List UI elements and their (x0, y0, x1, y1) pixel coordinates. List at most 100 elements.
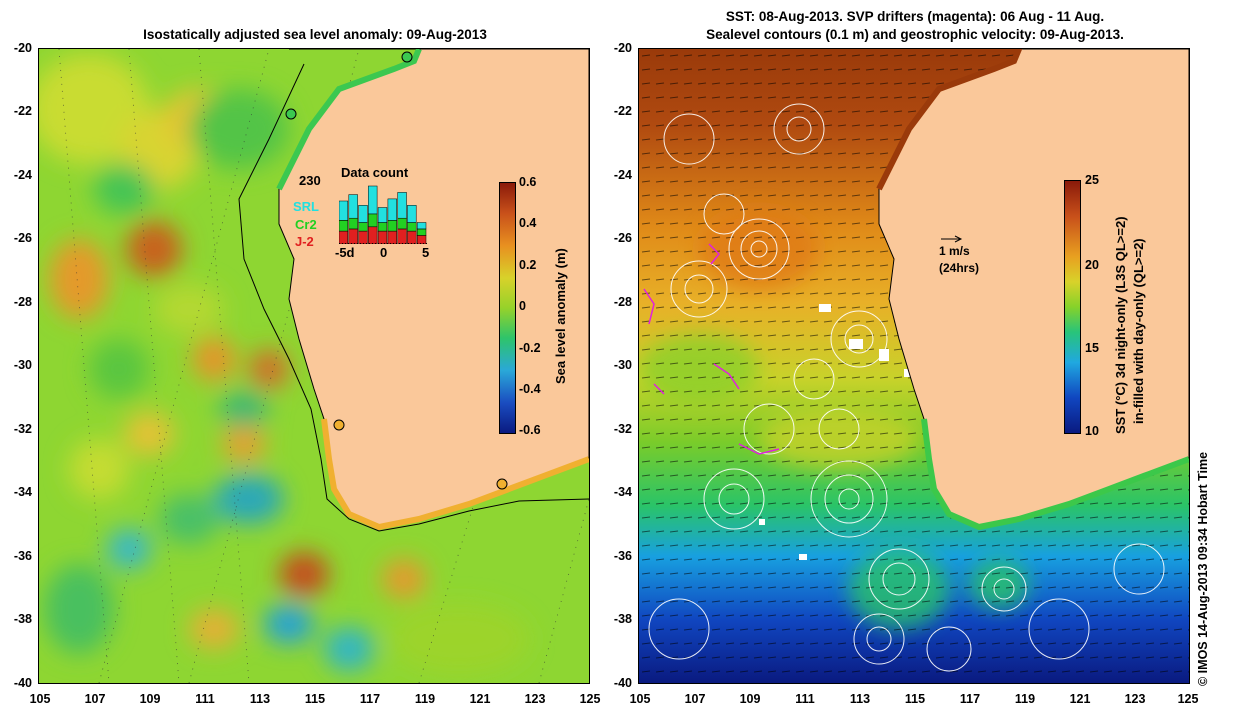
right-map-title-line2: Sealevel contours (0.1 m) and geostrophi… (706, 27, 1124, 42)
right-xtick: 105 (629, 692, 651, 706)
sst-map: 1 m/s (24hrs) 25 20 15 10 SST (°C) 3d ni… (638, 48, 1190, 684)
histogram-bar-srl (387, 198, 397, 221)
right-xtick: 121 (1069, 692, 1091, 706)
sla-colorbar-label: Sea level anomaly (m) (553, 248, 568, 384)
left-ytick: -38 (13, 612, 32, 626)
histogram-bar-cr2 (339, 220, 349, 232)
sla-tick-0.6: 0.6 (519, 175, 537, 189)
right-ytick: -32 (613, 422, 632, 436)
left-ytick: -32 (13, 422, 32, 436)
imos-credit: © IMOS 14-Aug-2013 09:34 Hobart Time (1196, 451, 1210, 686)
left-xtick: 117 (359, 692, 381, 706)
right-ytick: -20 (613, 41, 632, 55)
left-xtick: 107 (84, 692, 106, 706)
velocity-scale-arrow (941, 235, 963, 243)
sst-tick-20: 20 (1085, 258, 1099, 272)
histogram-bar-cr2 (387, 220, 397, 232)
sla-tick-0.2: 0.2 (519, 258, 537, 272)
left-ytick: -40 (13, 676, 32, 690)
legend-cr2: Cr2 (295, 217, 317, 232)
left-xtick: 115 (304, 692, 326, 706)
left-xtick: 111 (195, 692, 215, 706)
sea-level-anomaly-map: Data count 230 SRL Cr2 J-2 -5d 0 5 0.6 0… (38, 48, 590, 684)
left-xtick: 113 (249, 692, 271, 706)
inset-xtick-minus5d: -5d (335, 245, 355, 260)
histogram-bar-srl (397, 192, 407, 219)
histogram-bar-cr2 (407, 222, 417, 232)
sst-tick-15: 15 (1085, 341, 1099, 355)
histogram-bar-j2 (407, 230, 417, 244)
sst-colorbar-label-line2: in-filled with day-only (QL>=2) (1131, 238, 1146, 424)
right-map-title-line1: SST: 08-Aug-2013. SVP drifters (magenta)… (725, 9, 1105, 24)
histogram-bar-j2 (387, 230, 397, 244)
left-xtick: 125 (579, 692, 601, 706)
right-xtick: 117 (959, 692, 981, 706)
sla-tick-0.4: 0.4 (519, 216, 537, 230)
histogram-bar-cr2 (348, 217, 358, 230)
velocity-scale-sublabel: (24hrs) (939, 261, 980, 275)
right-ytick: -28 (613, 295, 632, 309)
histogram-bar-cr2 (397, 217, 407, 230)
right-xtick: 119 (1014, 692, 1036, 706)
data-count-histogram (339, 185, 427, 244)
velocity-scale-label: 1 m/s (939, 244, 970, 258)
sea-level-anomaly-field (39, 49, 589, 683)
right-xtick: 123 (1124, 692, 1146, 706)
left-map-title: Isostatically adjusted sea level anomaly… (143, 27, 487, 42)
right-xtick: 107 (684, 692, 706, 706)
histogram-bar-j2 (416, 235, 427, 244)
data-count-inset: Data count 230 SRL Cr2 J-2 -5d 0 5 (279, 159, 439, 269)
sla-tick-neg0.4: -0.4 (519, 382, 541, 396)
inset-xtick-0: 0 (380, 245, 388, 260)
left-ytick: -26 (13, 231, 32, 245)
left-ytick: -20 (13, 41, 32, 55)
right-ytick: -38 (613, 612, 632, 626)
histogram-bar-cr2 (377, 222, 388, 232)
histogram-bar-srl (377, 207, 388, 223)
left-ytick: -28 (13, 295, 32, 309)
right-xtick: 125 (1177, 692, 1199, 706)
left-xtick: 121 (469, 692, 491, 706)
right-xtick: 109 (739, 692, 761, 706)
sea-level-colorbar (499, 182, 516, 434)
sla-tick-0: 0 (519, 299, 526, 313)
left-ytick: -30 (13, 358, 32, 372)
right-ytick: -34 (613, 485, 632, 499)
sst-colorbar (1064, 180, 1081, 434)
legend-srl: SRL (293, 199, 319, 214)
inset-xtick-5: 5 (422, 245, 430, 260)
data-count-total: 230 (299, 173, 321, 188)
left-xtick: 105 (29, 692, 51, 706)
left-ytick: -36 (13, 549, 32, 563)
right-ytick: -36 (613, 549, 632, 563)
left-xtick: 109 (139, 692, 161, 706)
right-xtick: 111 (795, 692, 815, 706)
right-xtick: 113 (849, 692, 871, 706)
histogram-bar-cr2 (358, 222, 368, 232)
left-ytick: -24 (13, 168, 32, 182)
histogram-bar-cr2 (368, 213, 378, 228)
sst-tick-10: 10 (1085, 424, 1099, 438)
left-ytick: -34 (13, 485, 32, 499)
sst-tick-25: 25 (1085, 173, 1099, 187)
right-ytick: -22 (613, 104, 632, 118)
histogram-bar-j2 (377, 230, 388, 244)
histogram-bar-srl (358, 205, 368, 223)
histogram-bar-srl (416, 222, 427, 230)
legend-j2: J-2 (295, 234, 314, 249)
histogram-bar-j2 (358, 230, 368, 244)
right-ytick: -24 (613, 168, 632, 182)
histogram-bar-j2 (368, 226, 378, 244)
sst-field (639, 49, 1189, 683)
left-ytick: -22 (13, 104, 32, 118)
histogram-bar-j2 (348, 228, 358, 244)
histogram-bar-j2 (397, 228, 407, 244)
histogram-bar-srl (368, 185, 378, 215)
right-ytick: -30 (613, 358, 632, 372)
sst-colorbar-label-line1: SST (°C) 3d night-only (L3S QL>=2) (1113, 216, 1128, 434)
data-count-title: Data count (341, 165, 409, 180)
left-xtick: 123 (524, 692, 546, 706)
histogram-bar-srl (339, 200, 349, 221)
histogram-bar-j2 (339, 230, 349, 244)
sla-tick-neg0.2: -0.2 (519, 341, 541, 355)
